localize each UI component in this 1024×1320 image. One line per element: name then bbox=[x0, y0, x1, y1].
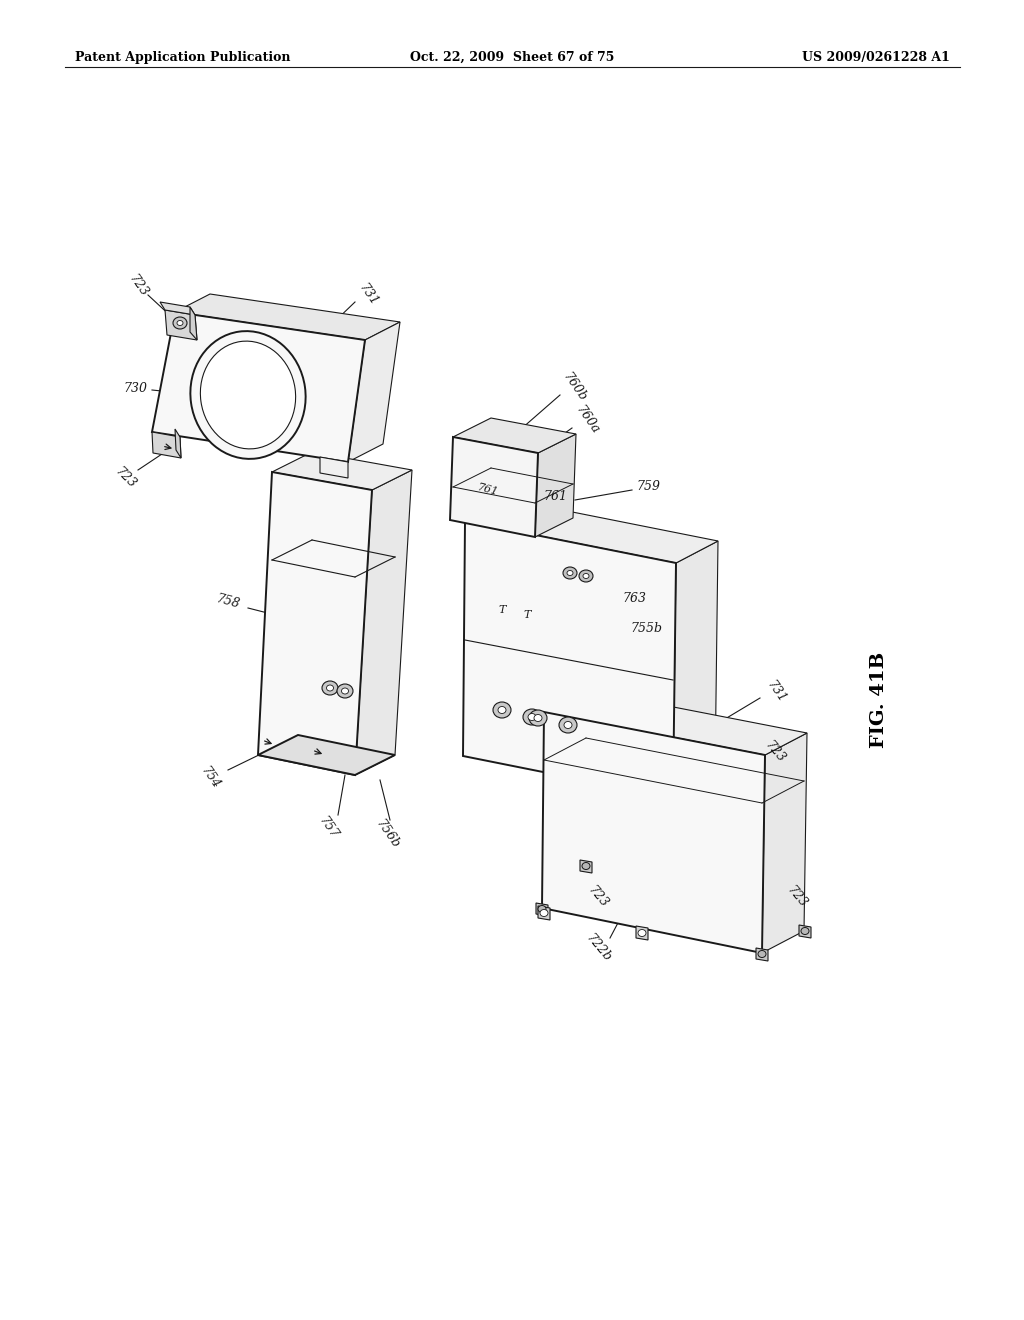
Polygon shape bbox=[453, 418, 575, 453]
Ellipse shape bbox=[567, 570, 573, 576]
Polygon shape bbox=[348, 322, 400, 462]
Ellipse shape bbox=[493, 702, 511, 718]
Ellipse shape bbox=[582, 862, 590, 870]
Polygon shape bbox=[152, 432, 181, 458]
Ellipse shape bbox=[528, 714, 536, 721]
Polygon shape bbox=[580, 861, 592, 873]
Text: 761: 761 bbox=[543, 490, 567, 503]
Ellipse shape bbox=[564, 722, 572, 729]
Polygon shape bbox=[160, 302, 195, 315]
Polygon shape bbox=[762, 733, 807, 953]
Text: 759: 759 bbox=[636, 479, 660, 492]
Ellipse shape bbox=[758, 950, 766, 957]
Ellipse shape bbox=[498, 706, 506, 714]
Polygon shape bbox=[258, 735, 395, 775]
Text: 730: 730 bbox=[123, 381, 147, 395]
Polygon shape bbox=[190, 308, 197, 341]
Ellipse shape bbox=[538, 906, 546, 912]
Text: Patent Application Publication: Patent Application Publication bbox=[75, 50, 291, 63]
Ellipse shape bbox=[563, 568, 577, 579]
Text: FIG. 41B: FIG. 41B bbox=[870, 652, 888, 748]
Text: 723: 723 bbox=[586, 883, 610, 911]
Polygon shape bbox=[319, 457, 348, 478]
Text: 723: 723 bbox=[112, 465, 138, 491]
Ellipse shape bbox=[173, 317, 187, 329]
Text: 754: 754 bbox=[198, 764, 222, 792]
Ellipse shape bbox=[540, 909, 548, 916]
Text: 763: 763 bbox=[622, 591, 646, 605]
Polygon shape bbox=[272, 451, 412, 490]
Text: 731: 731 bbox=[764, 678, 788, 706]
Ellipse shape bbox=[583, 573, 589, 578]
Polygon shape bbox=[544, 690, 807, 755]
Ellipse shape bbox=[201, 341, 296, 449]
Text: T: T bbox=[523, 610, 530, 620]
Text: Oct. 22, 2009  Sheet 67 of 75: Oct. 22, 2009 Sheet 67 of 75 bbox=[410, 50, 614, 63]
Text: 761: 761 bbox=[476, 482, 500, 498]
Text: 722b: 722b bbox=[583, 932, 613, 965]
Ellipse shape bbox=[523, 709, 541, 725]
Ellipse shape bbox=[327, 685, 334, 690]
Text: 723: 723 bbox=[126, 272, 151, 300]
Polygon shape bbox=[152, 312, 365, 462]
Ellipse shape bbox=[801, 928, 809, 935]
Ellipse shape bbox=[579, 570, 593, 582]
Ellipse shape bbox=[638, 929, 646, 936]
Text: T: T bbox=[499, 605, 506, 615]
Polygon shape bbox=[535, 434, 575, 537]
Text: 758: 758 bbox=[215, 593, 242, 611]
Polygon shape bbox=[536, 903, 548, 916]
Ellipse shape bbox=[559, 717, 577, 733]
Polygon shape bbox=[542, 711, 765, 953]
Polygon shape bbox=[673, 541, 718, 799]
Polygon shape bbox=[175, 294, 400, 341]
Polygon shape bbox=[355, 470, 412, 775]
Text: 760a: 760a bbox=[572, 404, 601, 437]
Text: 723: 723 bbox=[784, 883, 810, 911]
Polygon shape bbox=[799, 925, 811, 939]
Ellipse shape bbox=[529, 710, 547, 726]
Text: 731: 731 bbox=[355, 281, 380, 309]
Polygon shape bbox=[538, 906, 550, 920]
Ellipse shape bbox=[190, 331, 305, 459]
Text: 757: 757 bbox=[315, 814, 340, 842]
Ellipse shape bbox=[177, 321, 183, 326]
Ellipse shape bbox=[337, 684, 353, 698]
Text: 723: 723 bbox=[762, 739, 787, 766]
Text: 756b: 756b bbox=[374, 817, 402, 851]
Text: 760b: 760b bbox=[560, 370, 590, 404]
Polygon shape bbox=[450, 437, 538, 537]
Polygon shape bbox=[465, 499, 718, 564]
Ellipse shape bbox=[341, 688, 348, 694]
Polygon shape bbox=[756, 948, 768, 961]
Polygon shape bbox=[175, 429, 181, 458]
Text: 755b: 755b bbox=[630, 622, 662, 635]
Polygon shape bbox=[636, 927, 648, 940]
Polygon shape bbox=[463, 521, 676, 799]
Ellipse shape bbox=[322, 681, 338, 696]
Polygon shape bbox=[258, 473, 372, 775]
Text: US 2009/0261228 A1: US 2009/0261228 A1 bbox=[802, 50, 950, 63]
Polygon shape bbox=[165, 310, 197, 341]
Ellipse shape bbox=[534, 714, 542, 722]
